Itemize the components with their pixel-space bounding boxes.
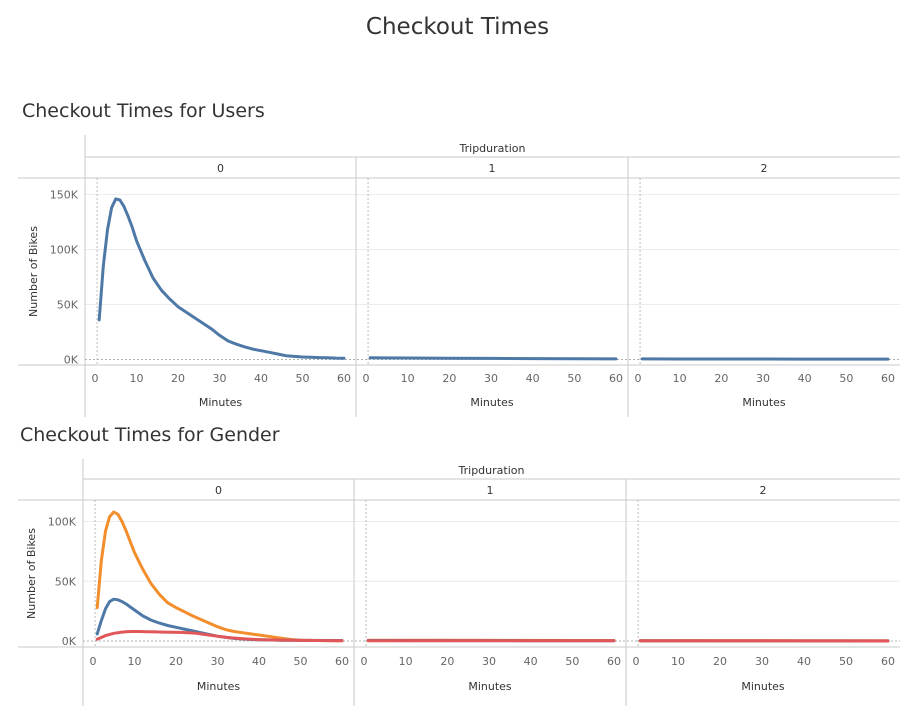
x-tick-label: 0 [361,655,368,668]
x-tick-label: 30 [482,655,496,668]
series-line-0-panel-0 [97,197,346,360]
x-tick-label: 60 [607,655,621,668]
users-chart-title: Checkout Times for Users [22,100,265,122]
x-axis-title: Minutes [197,680,241,693]
x-axis-title: Minutes [741,680,785,693]
facet-group-header: Tripduration [458,464,525,477]
x-tick-label: 60 [337,372,351,385]
y-tick-label: 0K [62,635,77,648]
x-tick-label: 60 [881,372,895,385]
series-line-2-panel-0 [95,630,344,643]
x-tick-label: 20 [713,655,727,668]
x-tick-label: 40 [252,655,266,668]
x-tick-label: 20 [440,655,454,668]
y-tick-label: 150K [50,189,79,202]
gender-chart-title: Checkout Times for Gender [20,424,280,446]
facet-label: 1 [487,484,494,497]
x-tick-label: 10 [673,372,687,385]
x-tick-label: 0 [92,372,99,385]
x-tick-label: 10 [671,655,685,668]
series-line-0-panel-0 [95,510,344,643]
x-tick-label: 40 [524,655,538,668]
x-tick-label: 20 [171,372,185,385]
x-tick-label: 50 [839,372,853,385]
x-tick-label: 40 [798,372,812,385]
x-tick-label: 10 [401,372,415,385]
x-tick-label: 50 [296,372,310,385]
x-tick-label: 40 [254,372,268,385]
x-tick-label: 0 [635,372,642,385]
x-tick-label: 10 [128,655,142,668]
facet-label: 0 [217,162,224,175]
x-tick-label: 30 [755,655,769,668]
x-tick-label: 60 [881,655,895,668]
series-line-0-panel-1 [368,356,618,361]
y-axis-title: Number of Bikes [25,528,38,619]
x-tick-label: 60 [335,655,349,668]
x-tick-label: 40 [797,655,811,668]
y-tick-label: 100K [50,244,79,257]
facet-group-header: Tripduration [459,142,526,155]
x-tick-label: 0 [633,655,640,668]
x-tick-label: 20 [442,372,456,385]
x-axis-title: Minutes [470,396,514,409]
y-tick-label: 50K [55,575,77,588]
y-tick-label: 50K [57,299,79,312]
y-tick-label: 100K [48,516,77,529]
x-tick-label: 30 [756,372,770,385]
x-tick-label: 30 [213,372,227,385]
x-tick-label: 0 [363,372,370,385]
x-tick-label: 40 [526,372,540,385]
x-axis-title: Minutes [199,396,243,409]
dashboard-title: Checkout Times [365,14,550,40]
x-tick-label: 50 [565,655,579,668]
x-tick-label: 20 [714,372,728,385]
facet-label: 2 [760,484,767,497]
x-axis-title: Minutes [742,396,786,409]
facet-label: 0 [215,484,222,497]
x-tick-label: 50 [567,372,581,385]
x-tick-label: 20 [169,655,183,668]
x-tick-label: 60 [609,372,623,385]
x-tick-label: 10 [130,372,144,385]
facet-label: 2 [761,162,768,175]
series-line-1-panel-0 [95,597,344,642]
x-tick-label: 10 [399,655,413,668]
x-axis-title: Minutes [468,680,512,693]
x-tick-label: 50 [294,655,308,668]
y-tick-label: 0K [64,354,79,367]
facet-label: 1 [489,162,496,175]
x-tick-label: 30 [211,655,225,668]
y-axis-title: Number of Bikes [27,226,40,317]
x-tick-label: 50 [839,655,853,668]
x-tick-label: 30 [484,372,498,385]
x-tick-label: 0 [90,655,97,668]
